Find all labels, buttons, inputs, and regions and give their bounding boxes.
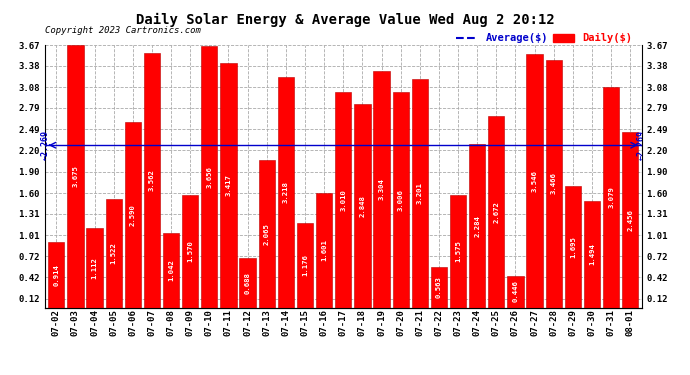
Text: 3.656: 3.656 — [206, 166, 213, 188]
Bar — [393, 93, 408, 308]
Bar — [584, 201, 600, 308]
Bar — [564, 186, 581, 308]
Text: 3.466: 3.466 — [551, 172, 557, 195]
Text: 3.079: 3.079 — [608, 186, 614, 209]
Text: 0.688: 0.688 — [245, 272, 250, 294]
Bar — [259, 160, 275, 308]
Text: 3.218: 3.218 — [283, 182, 289, 203]
Bar — [68, 45, 83, 308]
Bar — [335, 92, 351, 308]
Bar — [86, 228, 103, 308]
Text: 2.065: 2.065 — [264, 223, 270, 245]
Bar — [354, 104, 371, 308]
Bar — [201, 46, 217, 308]
Text: 1.570: 1.570 — [187, 240, 193, 262]
Bar — [48, 242, 64, 308]
Bar — [450, 195, 466, 308]
Text: 1.522: 1.522 — [110, 242, 117, 264]
Text: 1.575: 1.575 — [455, 240, 461, 262]
Bar — [297, 224, 313, 308]
Bar — [239, 258, 256, 308]
Text: 3.304: 3.304 — [379, 178, 384, 200]
Text: 3.201: 3.201 — [417, 182, 423, 204]
Text: 3.006: 3.006 — [397, 189, 404, 211]
Text: 3.562: 3.562 — [149, 169, 155, 191]
Bar — [163, 233, 179, 308]
Text: 2.456: 2.456 — [627, 209, 633, 231]
Bar — [125, 122, 141, 308]
Bar — [507, 276, 524, 308]
Bar — [182, 195, 198, 308]
Text: 1.176: 1.176 — [302, 255, 308, 276]
Text: 3.675: 3.675 — [72, 165, 79, 187]
Bar — [546, 60, 562, 308]
Text: Daily Solar Energy & Average Value Wed Aug 2 20:12: Daily Solar Energy & Average Value Wed A… — [136, 13, 554, 27]
Bar — [316, 193, 333, 308]
Bar — [144, 53, 160, 307]
Bar — [526, 54, 543, 307]
Text: Copyright 2023 Cartronics.com: Copyright 2023 Cartronics.com — [45, 26, 201, 34]
Bar — [603, 87, 619, 308]
Bar — [220, 63, 237, 308]
Bar — [431, 267, 447, 308]
Bar — [106, 199, 122, 308]
Text: ←2.269: ←2.269 — [637, 130, 646, 160]
Text: 0.446: 0.446 — [513, 280, 518, 303]
Text: 2.672: 2.672 — [493, 201, 500, 223]
Text: 1.494: 1.494 — [589, 243, 595, 265]
Text: 1.112: 1.112 — [92, 257, 97, 279]
Text: 3.417: 3.417 — [226, 174, 232, 196]
Text: 2.590: 2.590 — [130, 204, 136, 226]
Legend: Average($), Daily($): Average($), Daily($) — [452, 29, 636, 48]
Bar — [412, 78, 428, 308]
Bar — [469, 144, 485, 308]
Bar — [278, 77, 294, 308]
Text: 0.563: 0.563 — [436, 276, 442, 298]
Text: 3.546: 3.546 — [531, 170, 538, 192]
Text: ←2.269: ←2.269 — [41, 130, 50, 160]
Bar — [489, 116, 504, 308]
Bar — [373, 71, 390, 308]
Text: 0.914: 0.914 — [53, 264, 59, 286]
Bar — [622, 132, 638, 308]
Text: 2.848: 2.848 — [359, 195, 366, 217]
Text: 1.042: 1.042 — [168, 259, 174, 281]
Text: 1.695: 1.695 — [570, 236, 576, 258]
Text: 2.284: 2.284 — [474, 215, 480, 237]
Text: 3.010: 3.010 — [340, 189, 346, 211]
Text: 1.601: 1.601 — [321, 239, 327, 261]
